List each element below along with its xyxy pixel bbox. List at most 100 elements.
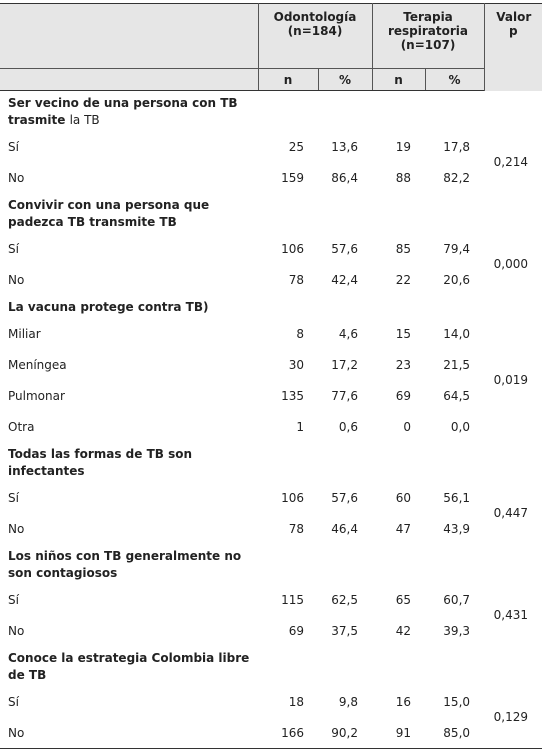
cell-value: 78 xyxy=(288,521,304,536)
data-row: Otra 1 0,6 0 0,0 xyxy=(0,411,542,442)
cell-value: 25 xyxy=(288,139,304,154)
p-value: 0,214 xyxy=(493,155,529,169)
section-title-row: Ser vecino de una persona con TB trasmit… xyxy=(0,91,542,132)
cell-value: 18 xyxy=(288,694,304,709)
cell-value: 16 xyxy=(395,694,411,709)
section-title-cell: Ser vecino de una persona con TB trasmit… xyxy=(0,91,542,132)
cell-value: 17,8 xyxy=(443,139,471,154)
table-header: Odontología (n=184) Terapia respiratoria(… xyxy=(0,3,542,91)
cell-value: 85 xyxy=(395,241,411,256)
cell-value: 0 xyxy=(403,419,411,434)
cell-value: 30 xyxy=(288,357,304,372)
data-row: No 78 42,4 22 20,6 xyxy=(0,264,542,295)
subheader: n xyxy=(257,68,318,91)
section-title-cell: Los niños con TB generalmente no son con… xyxy=(0,544,542,584)
cell-value: 22 xyxy=(395,272,411,287)
cell-value: 13,6 xyxy=(331,139,358,154)
cell-value: 23 xyxy=(395,357,411,372)
row-label: Sí xyxy=(8,139,19,154)
cell-value: 15 xyxy=(395,326,411,341)
data-row: No 69 37,5 42 39,3 xyxy=(0,615,542,646)
section-title: Ser vecino de una persona con TB trasmit… xyxy=(8,96,238,127)
cell-value: 86,4 xyxy=(331,170,358,185)
cell-value: 37,5 xyxy=(331,623,358,638)
blank-header xyxy=(0,68,258,91)
page: Odontología (n=184) Terapia respiratoria(… xyxy=(0,3,542,749)
row-label: Sí xyxy=(8,592,19,607)
cell-value: 166 xyxy=(281,725,304,740)
subheader: % xyxy=(317,68,372,91)
data-row: No 78 46,4 47 43,9 xyxy=(0,513,542,544)
section-note: la TB xyxy=(69,113,100,127)
p-header-text: Valor p xyxy=(496,10,532,38)
cell-value: 82,2 xyxy=(443,170,471,185)
cell-value: 20,6 xyxy=(443,272,471,287)
section-title-row: La vacuna protege contra TB) xyxy=(0,295,542,318)
row-label: Sí xyxy=(8,694,19,709)
section-title: Convivir con una persona que padezca TB … xyxy=(8,198,210,229)
cell-value: 56,1 xyxy=(443,490,471,505)
group-header: Odontología (n=184) xyxy=(257,3,372,69)
cell-value: 57,6 xyxy=(331,241,358,256)
data-row: Sí 106 57,6 60 56,1 0,447 xyxy=(0,482,542,521)
section-title: Todas las formas de TB son infectantes xyxy=(8,447,193,478)
cell-value: 17,2 xyxy=(331,357,358,372)
cell-value: 64,5 xyxy=(443,388,471,403)
cell-value: 159 xyxy=(281,170,304,185)
cell-value: 8 xyxy=(296,326,304,341)
table-body: Ser vecino de una persona con TB trasmit… xyxy=(0,91,542,749)
cell-value: 42,4 xyxy=(331,272,358,287)
section-title-row: Conoce la estrategia Colombia libre de T… xyxy=(0,646,542,686)
section-title-cell: Todas las formas de TB son infectantes xyxy=(0,442,542,482)
row-label: Meníngea xyxy=(8,357,67,372)
row-label: No xyxy=(8,170,25,185)
cell-value: 14,0 xyxy=(443,326,471,341)
row-label: No xyxy=(8,623,25,638)
cell-value: 15,0 xyxy=(443,694,471,709)
section-title-row: Convivir con una persona que padezca TB … xyxy=(0,193,542,233)
cell-value: 57,6 xyxy=(331,490,358,505)
cell-value: 77,6 xyxy=(331,388,358,403)
section-title-cell: Conoce la estrategia Colombia libre de T… xyxy=(0,646,542,686)
cell-value: 0,6 xyxy=(338,419,358,434)
section-title: La vacuna protege contra TB) xyxy=(8,300,209,314)
results-table: Odontología (n=184) Terapia respiratoria(… xyxy=(0,3,542,749)
cell-value: 90,2 xyxy=(331,725,358,740)
blank-header xyxy=(0,3,258,69)
header-row: Odontología (n=184) Terapia respiratoria(… xyxy=(0,3,542,91)
cell-value: 43,9 xyxy=(443,521,471,536)
p-value: 0,447 xyxy=(493,506,529,520)
group-name: Terapia respiratoria xyxy=(387,10,469,38)
section-title-row: Todas las formas de TB son infectantes xyxy=(0,442,542,482)
row-label: No xyxy=(8,272,25,287)
cell-value: 46,4 xyxy=(331,521,358,536)
cell-value: 106 xyxy=(281,490,304,505)
cell-value: 65 xyxy=(395,592,411,607)
data-row: Pulmonar 135 77,6 69 64,5 xyxy=(0,380,542,411)
cell-value: 106 xyxy=(281,241,304,256)
cell-value: 21,5 xyxy=(443,357,471,372)
cell-value: 115 xyxy=(281,592,304,607)
data-row: No 166 90,2 91 85,0 xyxy=(0,717,542,749)
data-row: Meníngea 30 17,2 23 21,5 xyxy=(0,349,542,380)
cell-value: 69 xyxy=(288,623,304,638)
cell-value: 60,7 xyxy=(443,592,471,607)
data-row: Sí 18 9,8 16 15,0 0,129 xyxy=(0,686,542,725)
cell-value: 85,0 xyxy=(443,725,471,740)
cell-value: 78 xyxy=(288,272,304,287)
cell-value: 60 xyxy=(395,490,411,505)
cell-value: 69 xyxy=(395,388,411,403)
cell-value: 0,0 xyxy=(450,419,471,434)
p-value: 0,431 xyxy=(493,608,529,622)
data-row: No 159 86,4 88 82,2 xyxy=(0,162,542,193)
section-title-row: Los niños con TB generalmente no son con… xyxy=(0,544,542,584)
subheader: n xyxy=(371,68,425,91)
p-header: Valor p xyxy=(483,3,542,91)
row-label: Otra xyxy=(8,419,35,434)
row-label: Miliar xyxy=(8,326,41,341)
p-value: 0,129 xyxy=(493,710,529,724)
cell-value: 62,5 xyxy=(331,592,358,607)
data-row: Miliar 8 4,6 15 14,0 0,019 xyxy=(0,318,542,388)
section-title-cell: La vacuna protege contra TB) xyxy=(0,295,542,318)
cell-value: 39,3 xyxy=(443,623,471,638)
